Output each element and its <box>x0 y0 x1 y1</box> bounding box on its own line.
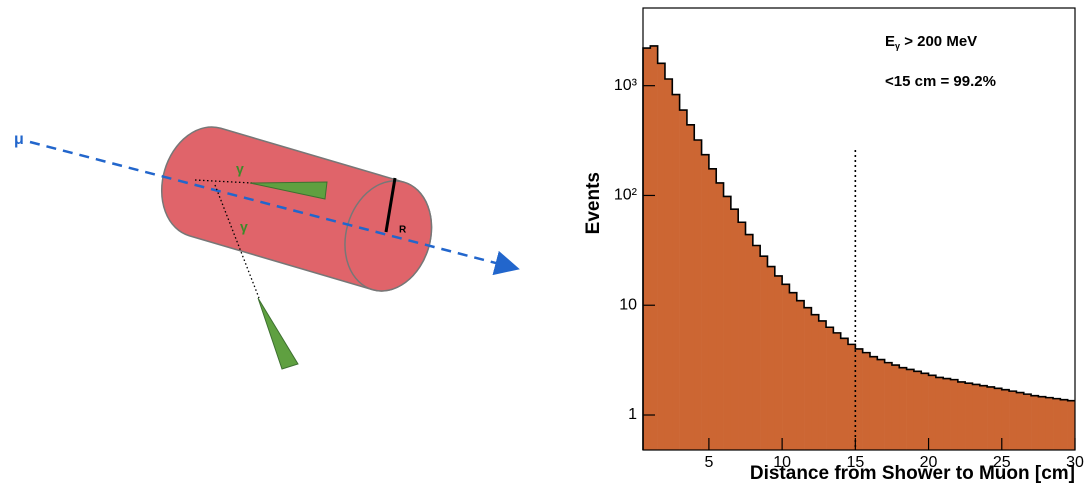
bar <box>752 245 761 450</box>
bar <box>950 379 959 450</box>
bar <box>745 234 754 450</box>
shower <box>249 181 328 200</box>
x-tick-label: 30 <box>1066 454 1084 471</box>
bar <box>957 381 966 450</box>
bar <box>811 314 820 450</box>
x-tick-label: 15 <box>846 454 864 471</box>
x-tick-label: 5 <box>704 454 713 471</box>
bar <box>679 110 688 451</box>
bar <box>928 375 937 450</box>
bar <box>899 367 907 450</box>
radius-line <box>384 177 397 233</box>
bar <box>935 377 944 450</box>
bar <box>891 365 900 450</box>
bar <box>701 154 710 450</box>
photon-path <box>214 184 260 299</box>
bar <box>913 371 922 450</box>
bar <box>716 182 724 450</box>
bar <box>833 332 841 450</box>
bar <box>862 352 871 450</box>
annotation-text: > 200 MeV <box>900 33 977 50</box>
bar <box>943 378 951 450</box>
bar <box>848 344 856 450</box>
bar <box>708 168 717 450</box>
gamma-label: γ <box>236 161 244 177</box>
bar <box>804 307 812 450</box>
bar <box>664 79 673 451</box>
bar <box>906 369 915 450</box>
x-axis-label: Distance from Shower to Muon [cm] <box>750 463 1075 484</box>
bar <box>972 384 981 450</box>
bar <box>965 383 973 450</box>
plot-frame <box>642 7 1076 451</box>
bar <box>884 362 893 450</box>
bar <box>767 266 776 450</box>
bar <box>694 139 702 450</box>
gamma-label: γ <box>240 219 248 235</box>
bar <box>1016 392 1025 450</box>
y-tick-label: 10³ <box>614 77 638 94</box>
bar <box>672 94 680 450</box>
bar <box>1009 391 1017 450</box>
bar <box>1038 396 1047 450</box>
bar <box>921 373 929 450</box>
bar <box>855 348 863 450</box>
y-tick-label: 10² <box>614 187 638 204</box>
bar <box>1045 397 1054 450</box>
bar <box>782 284 790 450</box>
bar <box>796 300 805 450</box>
bar <box>994 388 1003 450</box>
annotation: <15 cm = 99.2% <box>885 73 996 90</box>
annotation-text: <15 cm = 99.2% <box>885 73 996 90</box>
bar <box>840 338 849 450</box>
bar <box>826 327 834 450</box>
bar <box>789 292 798 450</box>
y-tick-label: 1 <box>628 406 637 423</box>
bar <box>869 356 878 450</box>
diagram: μ γ γ R <box>14 126 520 370</box>
x-tick-label: 25 <box>993 454 1011 471</box>
bar <box>738 222 746 450</box>
bar <box>730 209 739 450</box>
radius-label: R <box>399 225 407 236</box>
bar <box>818 320 827 450</box>
bar <box>774 275 783 450</box>
bar <box>877 359 885 450</box>
bar <box>686 124 695 450</box>
y-axis-label: Events <box>583 172 604 234</box>
bar <box>1060 399 1068 450</box>
annotation: Eγ > 200 MeV <box>885 33 977 51</box>
bar <box>1067 400 1076 450</box>
muon-track <box>29 140 520 276</box>
bar <box>723 196 732 450</box>
bar <box>657 63 666 451</box>
x-tick-label: 10 <box>773 454 791 471</box>
y-tick-label: 10 <box>619 296 637 313</box>
bar <box>650 45 658 451</box>
photon-path <box>194 179 253 184</box>
shower <box>257 297 299 370</box>
bar <box>979 385 988 450</box>
bar <box>1053 398 1061 450</box>
annotation-text: E <box>885 33 895 50</box>
bar <box>1023 394 1032 450</box>
bar <box>643 48 651 450</box>
bar <box>987 386 995 450</box>
annotation-sub: γ <box>895 41 900 51</box>
bar <box>1001 389 1010 450</box>
bar <box>1031 395 1039 450</box>
bar <box>760 256 768 450</box>
histogram-outline <box>642 45 1075 450</box>
cylinder <box>160 126 433 292</box>
x-tick-label: 20 <box>920 454 938 471</box>
muon-label: μ <box>14 131 24 148</box>
